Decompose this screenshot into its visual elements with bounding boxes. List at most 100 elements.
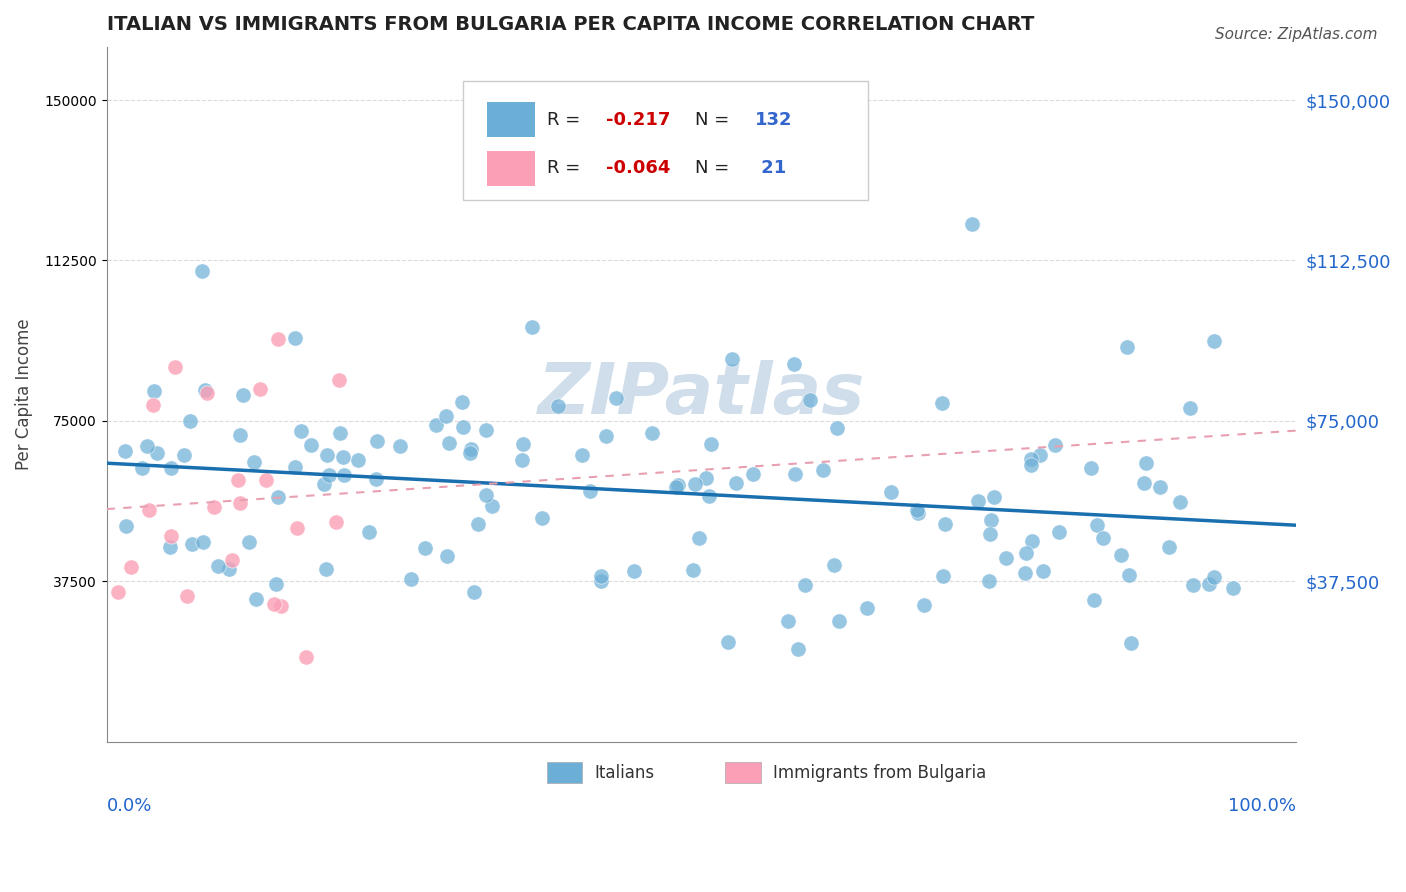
Point bbox=[1021, 533, 1043, 548]
Point bbox=[688, 531, 710, 545]
Point bbox=[665, 480, 688, 494]
Point bbox=[1198, 577, 1220, 591]
Point bbox=[1109, 548, 1132, 562]
Point bbox=[1168, 495, 1191, 509]
Point bbox=[165, 359, 187, 374]
Point bbox=[907, 506, 929, 520]
Text: Source: ZipAtlas.com: Source: ZipAtlas.com bbox=[1215, 27, 1378, 42]
Point bbox=[934, 517, 956, 532]
Point bbox=[143, 384, 166, 399]
Point bbox=[682, 563, 704, 577]
Point bbox=[786, 642, 808, 657]
Point bbox=[299, 438, 322, 452]
Point bbox=[697, 489, 720, 503]
Point bbox=[195, 385, 218, 400]
Point bbox=[114, 443, 136, 458]
Point bbox=[641, 426, 664, 441]
Point bbox=[138, 502, 160, 516]
Point bbox=[221, 552, 243, 566]
Text: 132: 132 bbox=[755, 111, 792, 128]
Point bbox=[979, 574, 1001, 588]
Point bbox=[510, 453, 533, 467]
Point bbox=[880, 485, 903, 500]
Point bbox=[1118, 568, 1140, 582]
Bar bbox=[486, 103, 534, 137]
Text: ITALIAN VS IMMIGRANTS FROM BULGARIA PER CAPITA INCOME CORRELATION CHART: ITALIAN VS IMMIGRANTS FROM BULGARIA PER … bbox=[107, 15, 1033, 34]
Point bbox=[176, 589, 198, 603]
Point bbox=[589, 569, 612, 583]
Point bbox=[905, 503, 928, 517]
Point bbox=[856, 600, 879, 615]
Point bbox=[270, 599, 292, 614]
Point bbox=[242, 455, 264, 469]
Point bbox=[194, 383, 217, 397]
Point bbox=[666, 478, 689, 492]
Text: 0.0%: 0.0% bbox=[107, 797, 152, 815]
Text: -0.217: -0.217 bbox=[606, 111, 671, 128]
Point bbox=[451, 395, 474, 409]
Point bbox=[725, 475, 748, 490]
Point bbox=[475, 423, 498, 437]
Text: Immigrants from Bulgaria: Immigrants from Bulgaria bbox=[772, 764, 986, 782]
Point bbox=[218, 562, 240, 576]
Bar bbox=[547, 763, 582, 783]
Point bbox=[960, 217, 983, 231]
Point bbox=[389, 440, 412, 454]
Point bbox=[931, 396, 953, 410]
Point bbox=[481, 500, 503, 514]
Point bbox=[136, 439, 159, 453]
Point bbox=[623, 564, 645, 578]
Point bbox=[741, 467, 763, 481]
Point bbox=[245, 591, 267, 606]
Point bbox=[263, 597, 285, 611]
Y-axis label: Per Capita Income: Per Capita Income bbox=[15, 318, 32, 470]
Point bbox=[579, 484, 602, 499]
Point bbox=[1135, 457, 1157, 471]
Point bbox=[1085, 518, 1108, 533]
Point bbox=[146, 446, 169, 460]
Point bbox=[783, 467, 806, 482]
Point bbox=[434, 409, 457, 423]
Point bbox=[912, 598, 935, 612]
Point bbox=[229, 496, 252, 510]
Point bbox=[1015, 546, 1038, 560]
Point bbox=[994, 550, 1017, 565]
Point bbox=[979, 527, 1001, 541]
Point bbox=[1181, 578, 1204, 592]
Point bbox=[295, 649, 318, 664]
Point bbox=[328, 374, 350, 388]
Text: R =: R = bbox=[547, 111, 585, 128]
FancyBboxPatch shape bbox=[464, 81, 868, 200]
Point bbox=[811, 463, 834, 477]
Point bbox=[1047, 525, 1070, 540]
Point bbox=[284, 331, 307, 345]
Point bbox=[312, 476, 335, 491]
Point bbox=[285, 521, 308, 535]
Point bbox=[799, 393, 821, 408]
Point bbox=[1180, 401, 1202, 415]
Point bbox=[329, 425, 352, 440]
Point bbox=[458, 446, 481, 460]
Point bbox=[695, 471, 717, 485]
Point bbox=[399, 572, 422, 586]
Text: -0.064: -0.064 bbox=[606, 160, 671, 178]
Point bbox=[967, 493, 990, 508]
Point bbox=[460, 442, 482, 457]
Point bbox=[333, 467, 356, 482]
Point bbox=[232, 388, 254, 402]
Point bbox=[325, 515, 347, 529]
Point bbox=[717, 634, 740, 648]
Point bbox=[1115, 340, 1137, 354]
Point bbox=[120, 559, 142, 574]
Point bbox=[1149, 480, 1171, 494]
Bar bbox=[725, 763, 761, 783]
Point bbox=[1028, 448, 1050, 462]
Text: Italians: Italians bbox=[595, 764, 654, 782]
Point bbox=[932, 568, 955, 582]
Point bbox=[720, 352, 742, 367]
Text: N =: N = bbox=[695, 111, 735, 128]
Point bbox=[347, 453, 370, 467]
Point bbox=[249, 382, 271, 396]
Point bbox=[173, 448, 195, 462]
Point bbox=[595, 429, 617, 443]
